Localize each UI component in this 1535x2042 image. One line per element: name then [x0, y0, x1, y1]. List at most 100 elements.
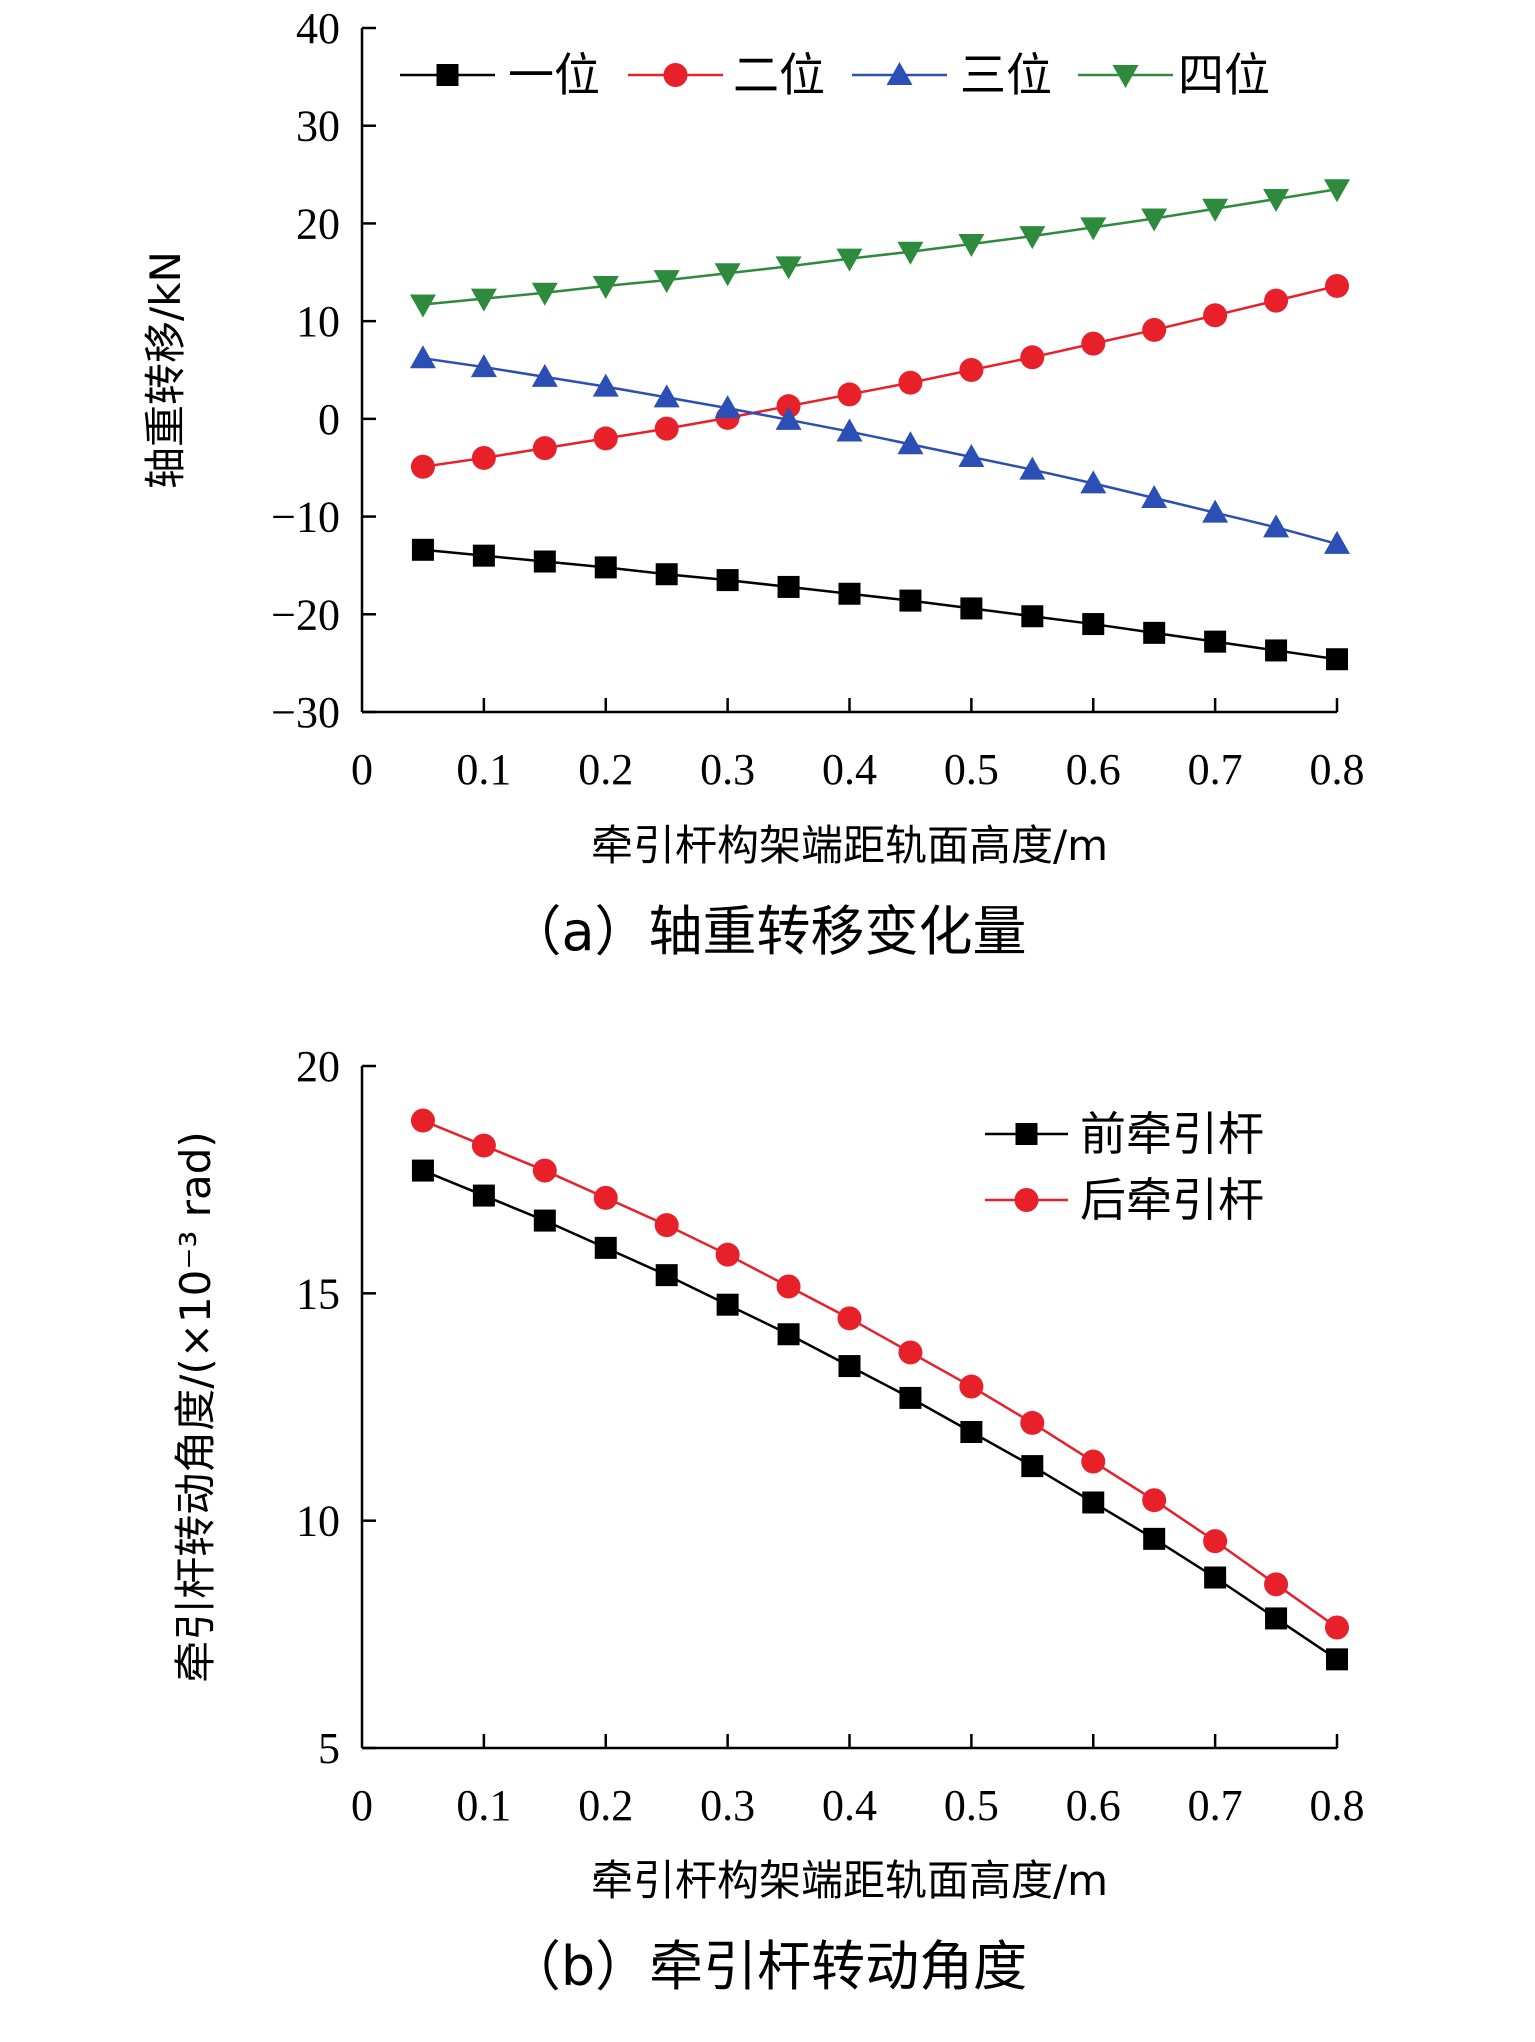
y-tick-label: 20 — [296, 1042, 340, 1091]
legend-marker — [436, 64, 459, 86]
data-point — [654, 416, 679, 441]
data-point — [655, 1264, 678, 1287]
data-point — [1325, 1615, 1349, 1640]
data-point — [1080, 470, 1107, 494]
data-point — [653, 270, 680, 294]
data-point — [898, 1340, 923, 1365]
x-tick-label: 0.7 — [1188, 745, 1243, 794]
data-point — [1326, 648, 1348, 671]
data-point — [836, 418, 863, 442]
y-axis-title: 轴重转移/kN — [141, 251, 190, 489]
data-point — [593, 426, 618, 451]
data-point — [1019, 456, 1046, 480]
chart-panel-a: −30 −20 −10 0 10 20 30 40 0 0.1 0.2 0.3 0.4 0.5 0.6 0.7… — [141, 4, 1365, 963]
legend-label: 前牵引杆 — [1080, 1107, 1264, 1161]
data-point — [1082, 613, 1105, 636]
data-point — [1324, 530, 1350, 554]
data-point — [654, 1213, 679, 1238]
legend-marker — [886, 62, 913, 85]
data-point — [1020, 345, 1045, 370]
data-point — [898, 370, 923, 395]
y-tick-label: 5 — [318, 1724, 340, 1773]
data-point — [411, 1159, 434, 1182]
legend-label: 后牵引杆 — [1080, 1173, 1264, 1227]
data-point — [1202, 499, 1229, 523]
data-point — [897, 431, 924, 455]
data-point — [532, 436, 557, 461]
x-tick-label: 0.4 — [822, 745, 877, 794]
data-point — [1142, 317, 1167, 342]
y-tick-label: 10 — [296, 297, 340, 346]
data-point — [1081, 1449, 1106, 1474]
data-point — [958, 443, 985, 467]
series-line — [422, 284, 1338, 468]
legend-label: 一位 — [508, 48, 600, 102]
data-point — [716, 569, 739, 592]
data-point — [531, 363, 558, 387]
x-tick-label: 0.4 — [822, 1781, 877, 1830]
series-2 — [410, 273, 1349, 479]
data-point — [1081, 331, 1106, 356]
data-point — [899, 589, 922, 612]
data-point — [1324, 179, 1350, 203]
x-tick-label: 0.2 — [578, 1781, 633, 1830]
x-tick-label: 0.1 — [456, 1781, 511, 1830]
data-point — [1204, 1566, 1227, 1589]
x-tick-label: 0.3 — [700, 1781, 755, 1830]
data-point — [1265, 1607, 1288, 1630]
data-point — [472, 544, 495, 567]
data-point — [960, 1421, 983, 1444]
data-point — [471, 1133, 496, 1158]
y-tick-label: 10 — [296, 1497, 340, 1546]
data-point — [897, 241, 924, 265]
x-tick-label: 0.2 — [578, 745, 633, 794]
x-tick-label: 0.5 — [944, 745, 999, 794]
data-point — [777, 1323, 800, 1346]
data-point — [655, 563, 678, 586]
data-point — [959, 1374, 984, 1399]
data-point — [775, 406, 802, 430]
series-1 — [411, 538, 1348, 671]
data-point — [1204, 630, 1227, 653]
data-point — [837, 382, 862, 407]
data-point — [1020, 1410, 1045, 1435]
data-point — [470, 354, 497, 378]
legend-marker — [1015, 1123, 1038, 1145]
data-point — [411, 538, 434, 561]
series-line — [422, 1169, 1338, 1661]
figure-caption: （a）轴重转移变化量 — [507, 900, 1026, 963]
series-line — [422, 548, 1338, 661]
x-tick-label: 0.7 — [1188, 1781, 1243, 1830]
data-point — [532, 1158, 557, 1183]
y-tick-label: −30 — [271, 688, 340, 737]
data-point — [1203, 303, 1228, 328]
data-point — [715, 1242, 740, 1267]
series-3 — [409, 345, 1350, 554]
x-tick-label: 0.6 — [1066, 1781, 1121, 1830]
data-point — [409, 294, 436, 318]
data-point — [594, 1236, 617, 1259]
data-point — [1021, 605, 1044, 628]
data-point — [593, 1185, 618, 1210]
data-point — [531, 282, 558, 306]
data-point — [714, 263, 741, 287]
data-point — [714, 395, 741, 419]
data-point — [776, 394, 801, 419]
data-point — [1326, 1648, 1348, 1671]
data-point — [775, 256, 802, 280]
data-point — [1080, 217, 1107, 241]
data-point — [1264, 1572, 1289, 1597]
series-line — [422, 357, 1338, 546]
y-tick-label: 15 — [296, 1269, 340, 1318]
legend: 一位 二位 三位 四位 — [400, 48, 1270, 102]
data-point — [1143, 621, 1166, 644]
data-point — [471, 445, 496, 470]
x-axis-title: 牵引杆构架端距轨面高度/m — [591, 1856, 1108, 1905]
data-point — [592, 275, 619, 299]
data-point — [533, 1209, 556, 1232]
data-point — [1019, 226, 1046, 250]
legend-label: 二位 — [733, 48, 825, 102]
data-point — [1264, 288, 1289, 313]
data-point — [409, 345, 436, 369]
